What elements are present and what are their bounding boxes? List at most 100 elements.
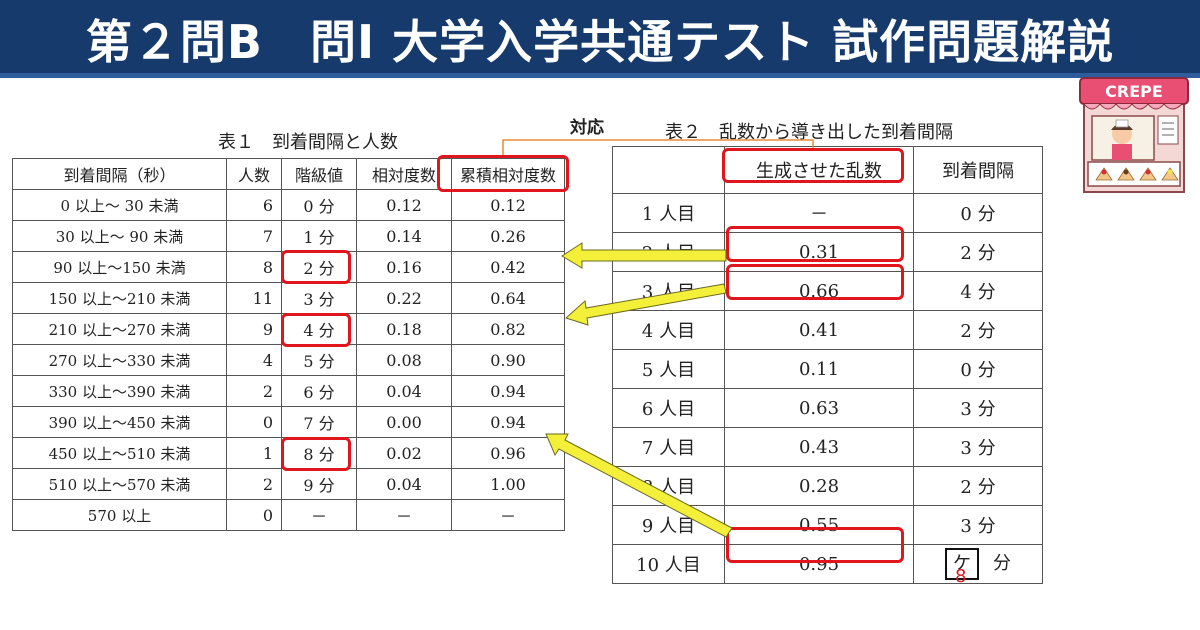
table1-cell: 0.16: [356, 251, 452, 283]
table1-cell: 7 分: [281, 406, 357, 438]
table2-cell: 10 人目: [612, 544, 725, 584]
highlight-random-2: [726, 226, 904, 262]
highlight-class-4: [281, 313, 351, 347]
table1-cell: 270 以上～330 未満: [12, 344, 227, 376]
title-banner: 第２問B 問I 大学入学共通テスト 試作問題解説: [0, 0, 1200, 78]
table1-cell: 0.94: [451, 406, 565, 438]
table1-cell: 450 以上～510 未満: [12, 437, 227, 469]
table1-cell: 0.04: [356, 468, 452, 500]
table2-row: 8 人目 0.28 2 分: [612, 466, 1043, 506]
table1-row: 0 以上～ 30 未満 6 0 分 0.12 0.12: [12, 189, 565, 221]
table1-cell: 0.96: [451, 437, 565, 469]
table1-cell: 2: [226, 375, 282, 407]
arrow-3: [565, 283, 727, 326]
table2-cell: 6 人目: [612, 388, 725, 428]
table2-cell: 0.63: [724, 388, 914, 428]
table1-header: 階級値: [281, 158, 357, 190]
table1-cell: 3 分: [281, 282, 357, 314]
table1-cell: －: [451, 499, 565, 531]
crepe-shop-icon: CREPE: [1079, 77, 1189, 193]
table2-row: 5 人目 0.11 0 分: [612, 349, 1043, 389]
table1-cell: 2 分: [281, 251, 357, 283]
highlight-random-10: [726, 527, 904, 563]
table1-cell: 0.22: [356, 282, 452, 314]
table1-row: 210 以上～270 未満 9 4 分 0.18 0.82: [12, 313, 565, 345]
table1-cell: －: [356, 499, 452, 531]
table2-header: 生成させた乱数: [724, 146, 914, 194]
table2-header: 到着間隔: [913, 146, 1043, 194]
highlight-random-header: [722, 148, 904, 183]
table2-row: 6 人目 0.63 3 分: [612, 388, 1043, 428]
table2-cell: 0 分: [913, 193, 1043, 233]
table1-cell: 8 分: [281, 437, 357, 469]
table2-row: 10 人目 0.95 ケ分: [612, 544, 1043, 584]
table2-row: 7 人目 0.43 3 分: [612, 427, 1043, 467]
table1-cell: 7: [226, 220, 282, 252]
table2-cell: 0.43: [724, 427, 914, 467]
table1-row: 30 以上～ 90 未満 7 1 分 0.14 0.26: [12, 220, 565, 252]
table1-cell: 5 分: [281, 344, 357, 376]
table1-header: 累積相対度数: [451, 158, 565, 190]
table1-cell: 30 以上～ 90 未満: [12, 220, 227, 252]
table1-row: 90 以上～150 未満 8 2 分 0.16 0.42: [12, 251, 565, 283]
table2-header-row: 生成させた乱数 到着間隔: [612, 146, 1043, 194]
table1-cell: 210 以上～270 未満: [12, 313, 227, 345]
table2-cell: 0.41: [724, 310, 914, 350]
table2-cell: 0.95: [724, 544, 914, 584]
highlight-cumulative-header: [437, 155, 569, 192]
answer-unit: 分: [993, 553, 1011, 574]
table1-cell: 0.12: [451, 189, 565, 221]
page-title: 第２問B 問I 大学入学共通テスト 試作問題解説: [85, 15, 1115, 69]
table2-cell: 0.11: [724, 349, 914, 389]
table2-cell: 4 分: [913, 271, 1043, 311]
table1-row: 270 以上～330 未満 4 5 分 0.08 0.90: [12, 344, 565, 376]
arrow-2: [561, 242, 727, 269]
table1-header: 到着間隔（秒）: [12, 158, 227, 190]
table1-cell: 4 分: [281, 313, 357, 345]
table1-cell: 0: [226, 499, 282, 531]
table1-row: 450 以上～510 未満 1 8 分 0.02 0.96: [12, 437, 565, 469]
table1-cell: 90 以上～150 未満: [12, 251, 227, 283]
table2-cell: 7 人目: [612, 427, 725, 467]
table2-cell: ケ分: [913, 544, 1043, 584]
table1-cell: 0.04: [356, 375, 452, 407]
table1-row: 330 以上～390 未満 2 6 分 0.04 0.94: [12, 375, 565, 407]
table2: 生成させた乱数 到着間隔 1 人目－0 分2 人目0.312 分3 人目0.66…: [612, 146, 1043, 584]
table2-cell: 1 人目: [612, 193, 725, 233]
table2-cell: 3 分: [913, 388, 1043, 428]
highlight-class-8: [281, 437, 351, 471]
correspondence-connector: [502, 139, 814, 155]
table1-row: 390 以上～450 未満 0 7 分 0.00 0.94: [12, 406, 565, 438]
answer-box: ケ: [945, 548, 979, 580]
table2-row: 4 人目 0.41 2 分: [612, 310, 1043, 350]
table1: 到着間隔（秒） 人数 階級値 相対度数 累積相対度数 0 以上～ 30 未満 6 0…: [12, 158, 565, 531]
table2-caption: 表２ 乱数から導き出した到着間隔: [665, 122, 953, 143]
table2-cell: 2 分: [913, 232, 1043, 272]
table1-cell: 0.26: [451, 220, 565, 252]
table1-caption: 表１ 到着間隔と人数: [218, 132, 398, 153]
table1-cell: 0 以上～ 30 未満: [12, 189, 227, 221]
table2-cell: 5 人目: [612, 349, 725, 389]
table1-cell: 150 以上～210 未満: [12, 282, 227, 314]
table2-cell: 2 分: [913, 466, 1043, 506]
table1-cell: 1 分: [281, 220, 357, 252]
correspondence-label: 対応: [570, 118, 604, 138]
arrow-10: [545, 433, 733, 538]
table1-header: 人数: [226, 158, 282, 190]
table1-header-row: 到着間隔（秒） 人数 階級値 相対度数 累積相対度数: [12, 158, 565, 190]
shop-sign-text: CREPE: [1105, 82, 1163, 101]
table1-cell: －: [281, 499, 357, 531]
table1-row: 570 以上 0 －－－: [12, 499, 565, 531]
answer-value: 8: [955, 566, 967, 587]
table2-cell: 3 分: [913, 427, 1043, 467]
table2-cell: 0.55: [724, 505, 914, 545]
table2-cell: 2 分: [913, 310, 1043, 350]
table1-cell: 0.64: [451, 282, 565, 314]
table1-cell: 570 以上: [12, 499, 227, 531]
table1-row: 150 以上～210 未満 11 3 分 0.22 0.64: [12, 282, 565, 314]
table1-cell: 6 分: [281, 375, 357, 407]
table1-cell: 0: [226, 406, 282, 438]
highlight-random-3: [726, 264, 904, 300]
table1-cell: 9 分: [281, 468, 357, 500]
